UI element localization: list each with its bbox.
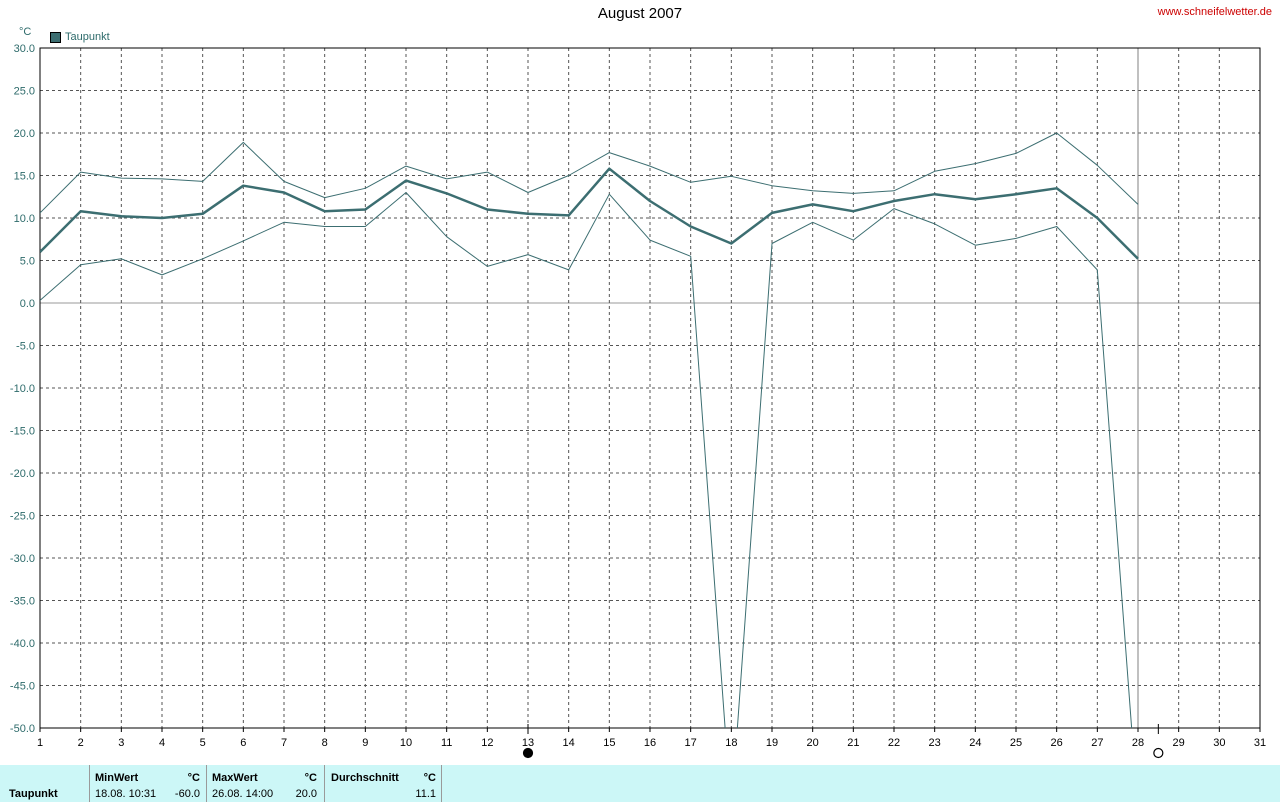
site-link[interactable]: www.schneifelwetter.de	[1157, 6, 1272, 18]
full-moon-icon	[1153, 747, 1164, 759]
stats-row-label: Taupunkt	[9, 788, 58, 800]
stats-avg-value: 11.1	[415, 788, 436, 800]
plot-frame	[39, 47, 1261, 729]
y-tick-label: -15.0	[10, 426, 35, 438]
x-tick-label: 18	[725, 737, 737, 749]
y-tick-label: 20.0	[14, 128, 35, 140]
y-tick-label: -45.0	[10, 681, 35, 693]
x-tick-label: 10	[400, 737, 412, 749]
y-tick-label: -30.0	[10, 553, 35, 565]
x-tick-label: 21	[847, 737, 859, 749]
y-tick-label: -50.0	[10, 723, 35, 735]
x-tick-label: 24	[969, 737, 981, 749]
x-tick-label: 5	[200, 737, 206, 749]
x-tick-label: 19	[766, 737, 778, 749]
series-line-max	[40, 132, 1139, 214]
moon-phase-markers	[522, 724, 1164, 759]
y-tick-label: 0.0	[20, 298, 35, 310]
chart-tick-labels: 30.0 25.0 20.0 15.0 10.0 5.0 0.0 -5.0 -10.0 -15.0…	[10, 43, 1266, 749]
stats-min-label: MinWert	[95, 772, 139, 784]
y-tick-label: -10.0	[10, 383, 35, 395]
x-tick-label: 30	[1213, 737, 1225, 749]
series-line-taupunkt	[40, 167, 1139, 260]
x-tick-label: 13	[522, 737, 534, 749]
stats-avg-label: Durchschnitt	[331, 772, 399, 784]
chart-title: August 2007	[597, 5, 683, 22]
x-tick-label: 15	[603, 737, 615, 749]
x-tick-label: 27	[1091, 737, 1103, 749]
x-tick-label: 14	[563, 737, 575, 749]
stats-max-unit: °C	[304, 772, 317, 784]
chart-grid	[40, 48, 1260, 728]
y-tick-label: 15.0	[14, 171, 35, 183]
x-tick-label: 28	[1132, 737, 1144, 749]
x-tick-label: 8	[322, 737, 328, 749]
x-tick-label: 1	[37, 737, 43, 749]
y-axis-unit: °C	[19, 26, 32, 38]
new-moon-icon	[522, 747, 534, 759]
x-tick-label: 6	[240, 737, 246, 749]
x-tick-label: 11	[441, 737, 452, 749]
y-tick-label: 5.0	[20, 256, 35, 268]
legend-label: Taupunkt	[65, 31, 110, 43]
x-tick-label: 9	[362, 737, 368, 749]
stats-min-cell: MinWert °C 18.08. 10:31 -60.0	[89, 765, 205, 802]
y-tick-label: -5.0	[16, 341, 35, 353]
stats-panel: Taupunkt MinWert °C 18.08. 10:31 -60.0 M…	[0, 765, 1280, 802]
legend-swatch	[50, 31, 61, 43]
x-tick-label: 25	[1010, 737, 1022, 749]
chart-series	[40, 132, 1139, 728]
x-tick-label: 22	[888, 737, 900, 749]
x-tick-label: 4	[159, 737, 165, 749]
stats-max-label: MaxWert	[212, 772, 258, 784]
stats-max-value: 20.0	[295, 788, 317, 800]
y-tick-label: -40.0	[10, 638, 35, 650]
x-tick-label: 12	[481, 737, 493, 749]
stats-max-cell: MaxWert °C 26.08. 14:00 20.0	[206, 765, 322, 802]
y-tick-label: -35.0	[10, 596, 35, 608]
x-tick-label: 3	[118, 737, 124, 749]
stats-avg-cell: Durchschnitt °C 11.1	[324, 765, 442, 802]
x-tick-label: 31	[1254, 737, 1266, 749]
x-tick-label: 17	[685, 737, 697, 749]
stats-min-time: 18.08. 10:31	[95, 788, 157, 800]
y-tick-label: -25.0	[10, 511, 35, 523]
stats-max-time: 26.08. 14:00	[212, 788, 274, 800]
stats-min-value: -60.0	[174, 788, 200, 800]
x-tick-label: 7	[281, 737, 287, 749]
x-tick-label: 16	[644, 737, 656, 749]
x-tick-label: 20	[807, 737, 819, 749]
x-tick-label: 2	[78, 737, 84, 749]
y-tick-label: 30.0	[14, 43, 35, 55]
series-line-min	[40, 192, 1133, 728]
stats-min-unit: °C	[187, 772, 200, 784]
stats-avg-unit: °C	[423, 772, 436, 784]
y-tick-label: 25.0	[14, 86, 35, 98]
y-tick-label: -20.0	[10, 468, 35, 480]
x-tick-label: 23	[929, 737, 941, 749]
legend: Taupunkt	[50, 31, 110, 43]
x-tick-label: 26	[1051, 737, 1063, 749]
x-tick-label: 29	[1173, 737, 1185, 749]
dewpoint-chart: 30.0 25.0 20.0 15.0 10.0 5.0 0.0 -5.0 -10.0 -15.0…	[10, 43, 1266, 759]
chart-axes	[39, 47, 1261, 732]
y-tick-label: 10.0	[14, 213, 35, 225]
